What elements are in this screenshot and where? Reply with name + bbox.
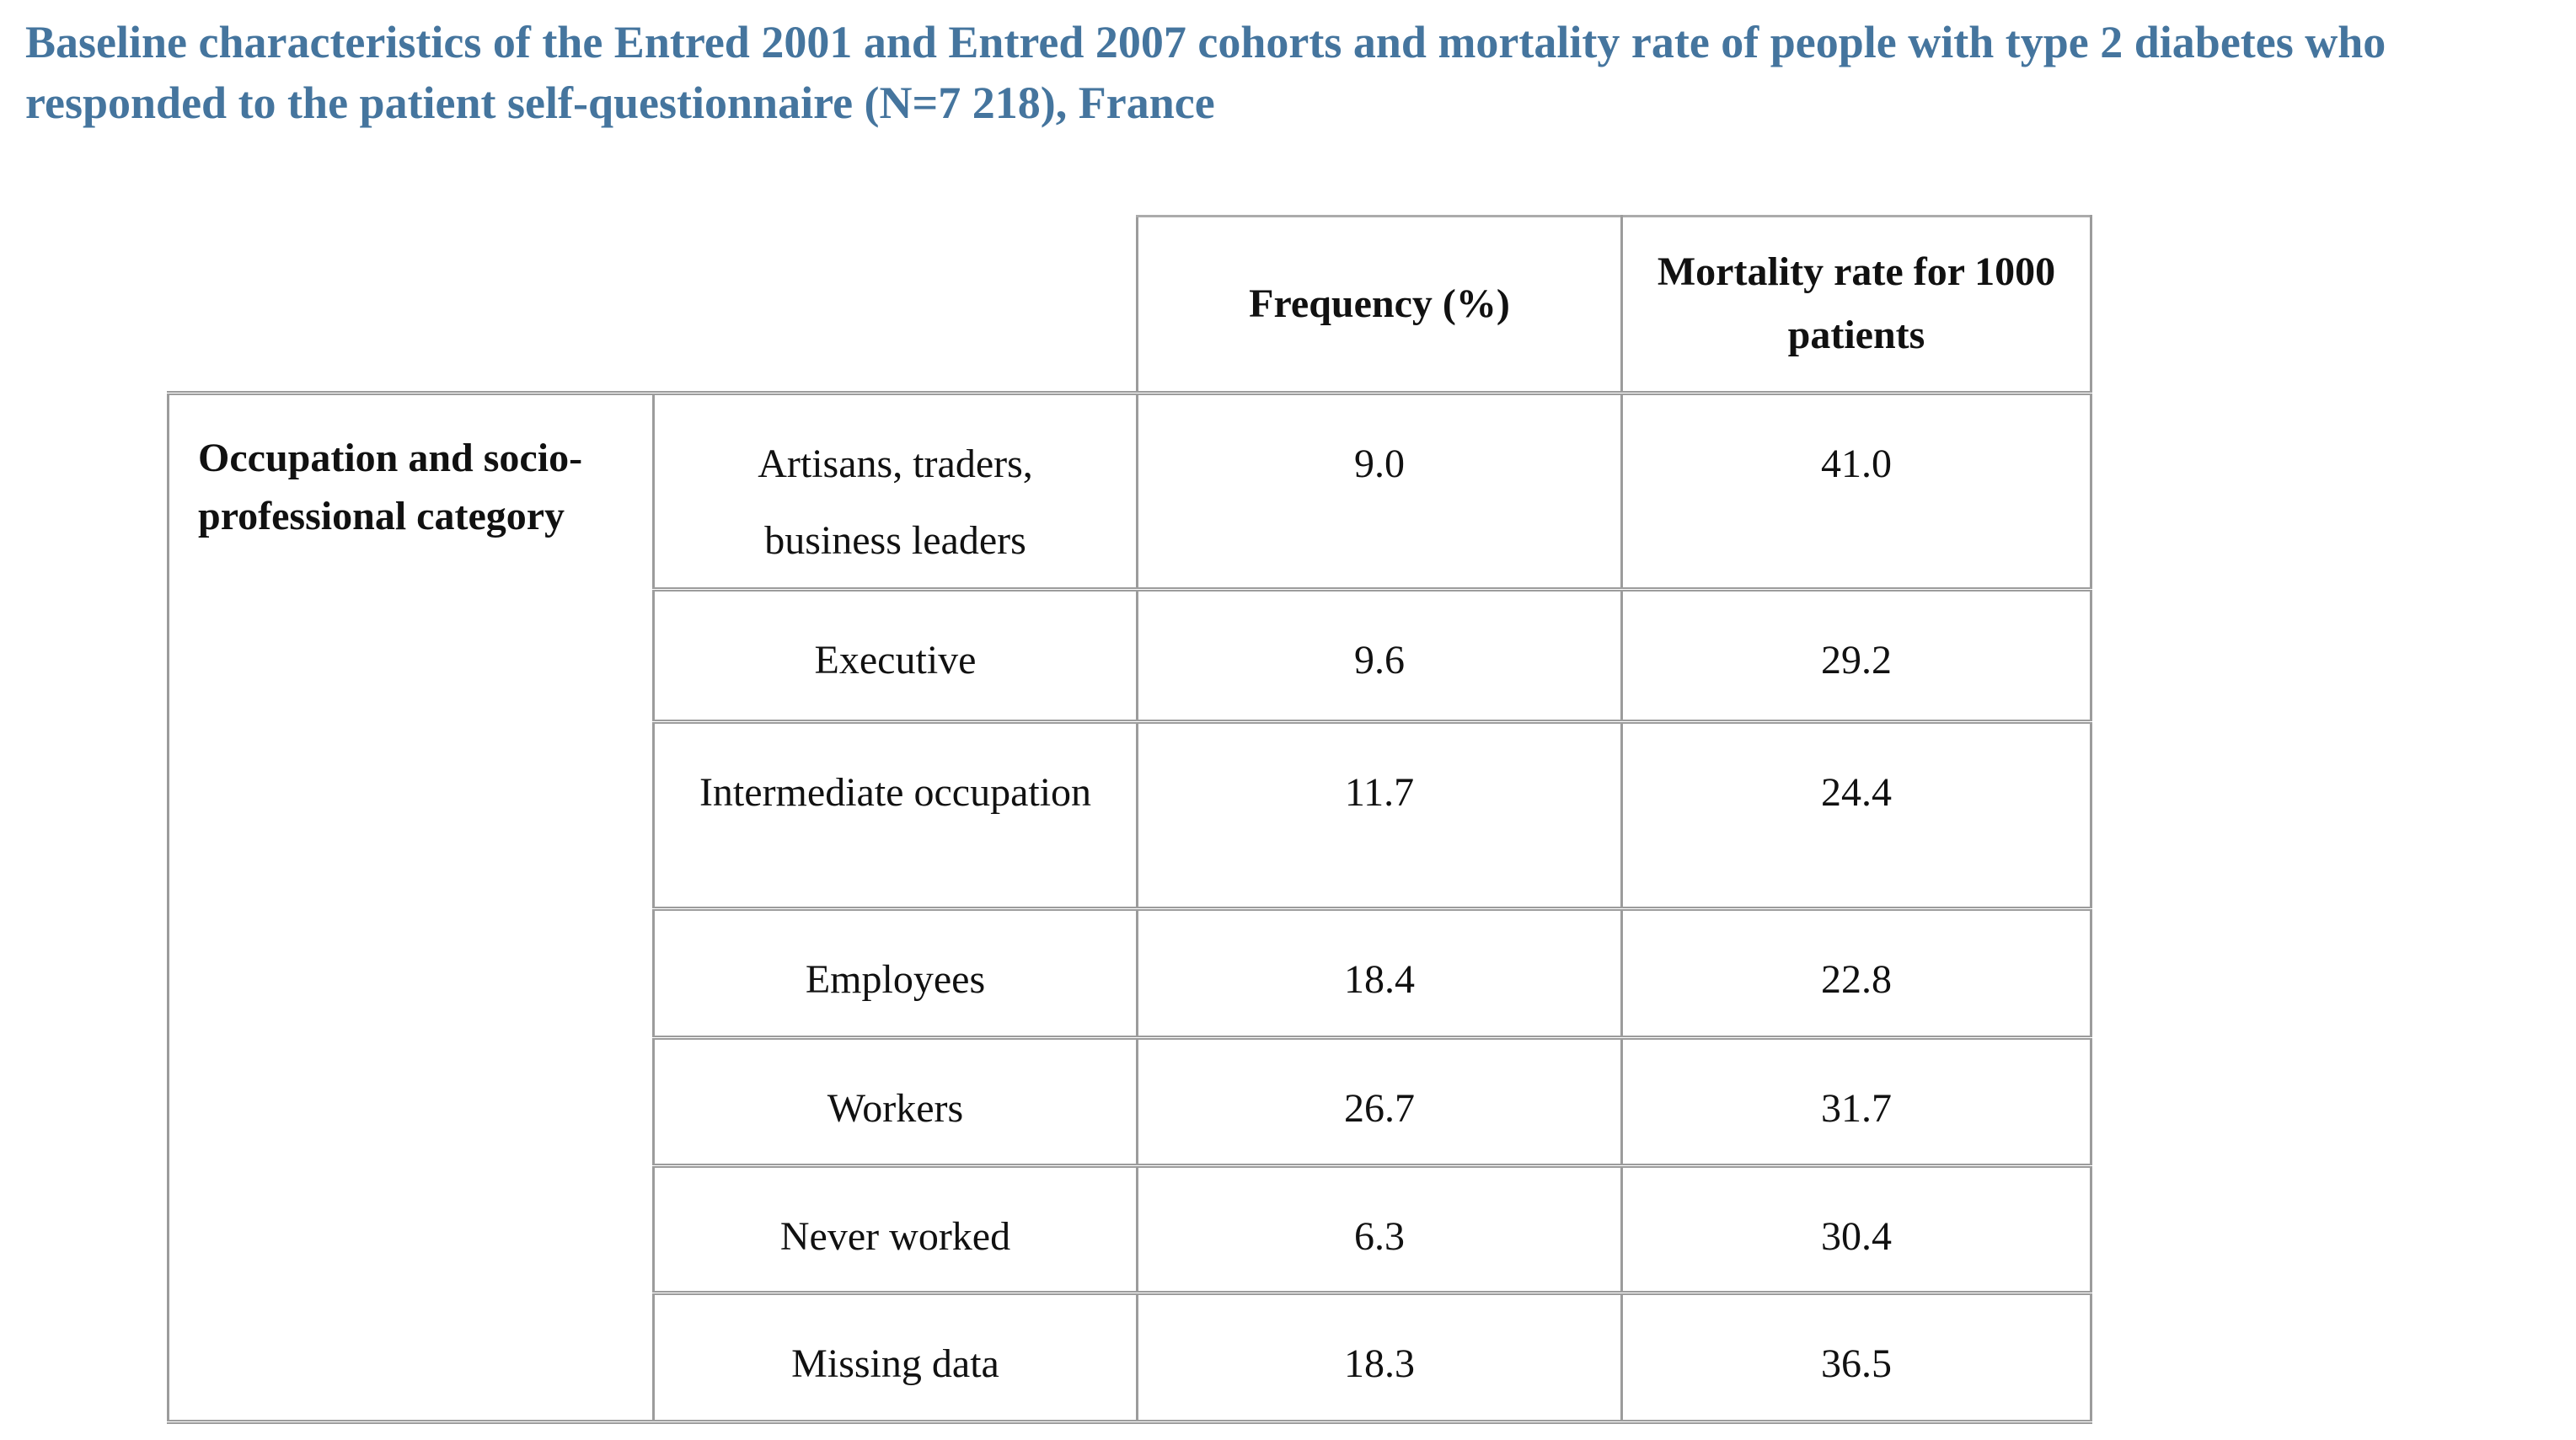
column-header-frequency: Frequency (%) [1136,214,1623,395]
mortality-value: 30.4 [1620,1164,2092,1296]
row-label: Workers [652,1036,1138,1169]
table-row: Intermediate occupation 11.7 24.4 [169,720,2092,912]
frequency-value: 18.3 [1136,1291,1623,1425]
frequency-value: 18.4 [1136,907,1623,1041]
table-row: Never worked 6.3 30.4 [169,1164,2092,1296]
characteristics-table: Frequency (%) Mortality rate for 1000 pa… [167,214,2092,1425]
frequency-value: 26.7 [1136,1036,1623,1169]
frequency-value: 9.6 [1136,587,1623,725]
frequency-value: 6.3 [1136,1164,1623,1296]
row-group-label: Occupation and socio-professional catego… [167,390,655,1425]
table-row: Missing data 18.3 36.5 [169,1291,2092,1425]
table-row: Occupation and socio-professional catego… [167,390,2092,1425]
column-header-mortality: Mortality rate for 1000 patients [1620,214,2092,395]
row-label: Missing data [652,1291,1138,1425]
row-label: Employees [652,907,1138,1041]
mortality-value: 29.2 [1620,587,2092,725]
mortality-value: 24.4 [1620,720,2092,912]
mortality-value: 22.8 [1620,907,2092,1041]
mortality-value: 36.5 [1620,1291,2092,1425]
table-header-row: Frequency (%) Mortality rate for 1000 pa… [169,214,2092,395]
table-row: Executive 9.6 29.2 [169,587,2092,725]
table-caption: Baseline characteristics of the Entred 2… [25,17,2386,129]
row-label: Executive [652,587,1138,725]
row-label: Never worked [652,1164,1138,1296]
frequency-value: 11.7 [1136,720,1623,912]
row-label: Intermediate occupation [652,720,1138,912]
header-spacer-cell [654,216,1138,393]
frequency-value: 9.0 [1136,390,1623,592]
table-row: Workers 26.7 31.7 [169,1036,2092,1169]
header-spacer-cell [169,216,654,393]
mortality-value: 41.0 [1620,390,2092,592]
row-label: Artisans, traders, business leaders [652,390,1138,592]
mortality-value: 31.7 [1620,1036,2092,1169]
table-row: Employees 18.4 22.8 [169,907,2092,1041]
